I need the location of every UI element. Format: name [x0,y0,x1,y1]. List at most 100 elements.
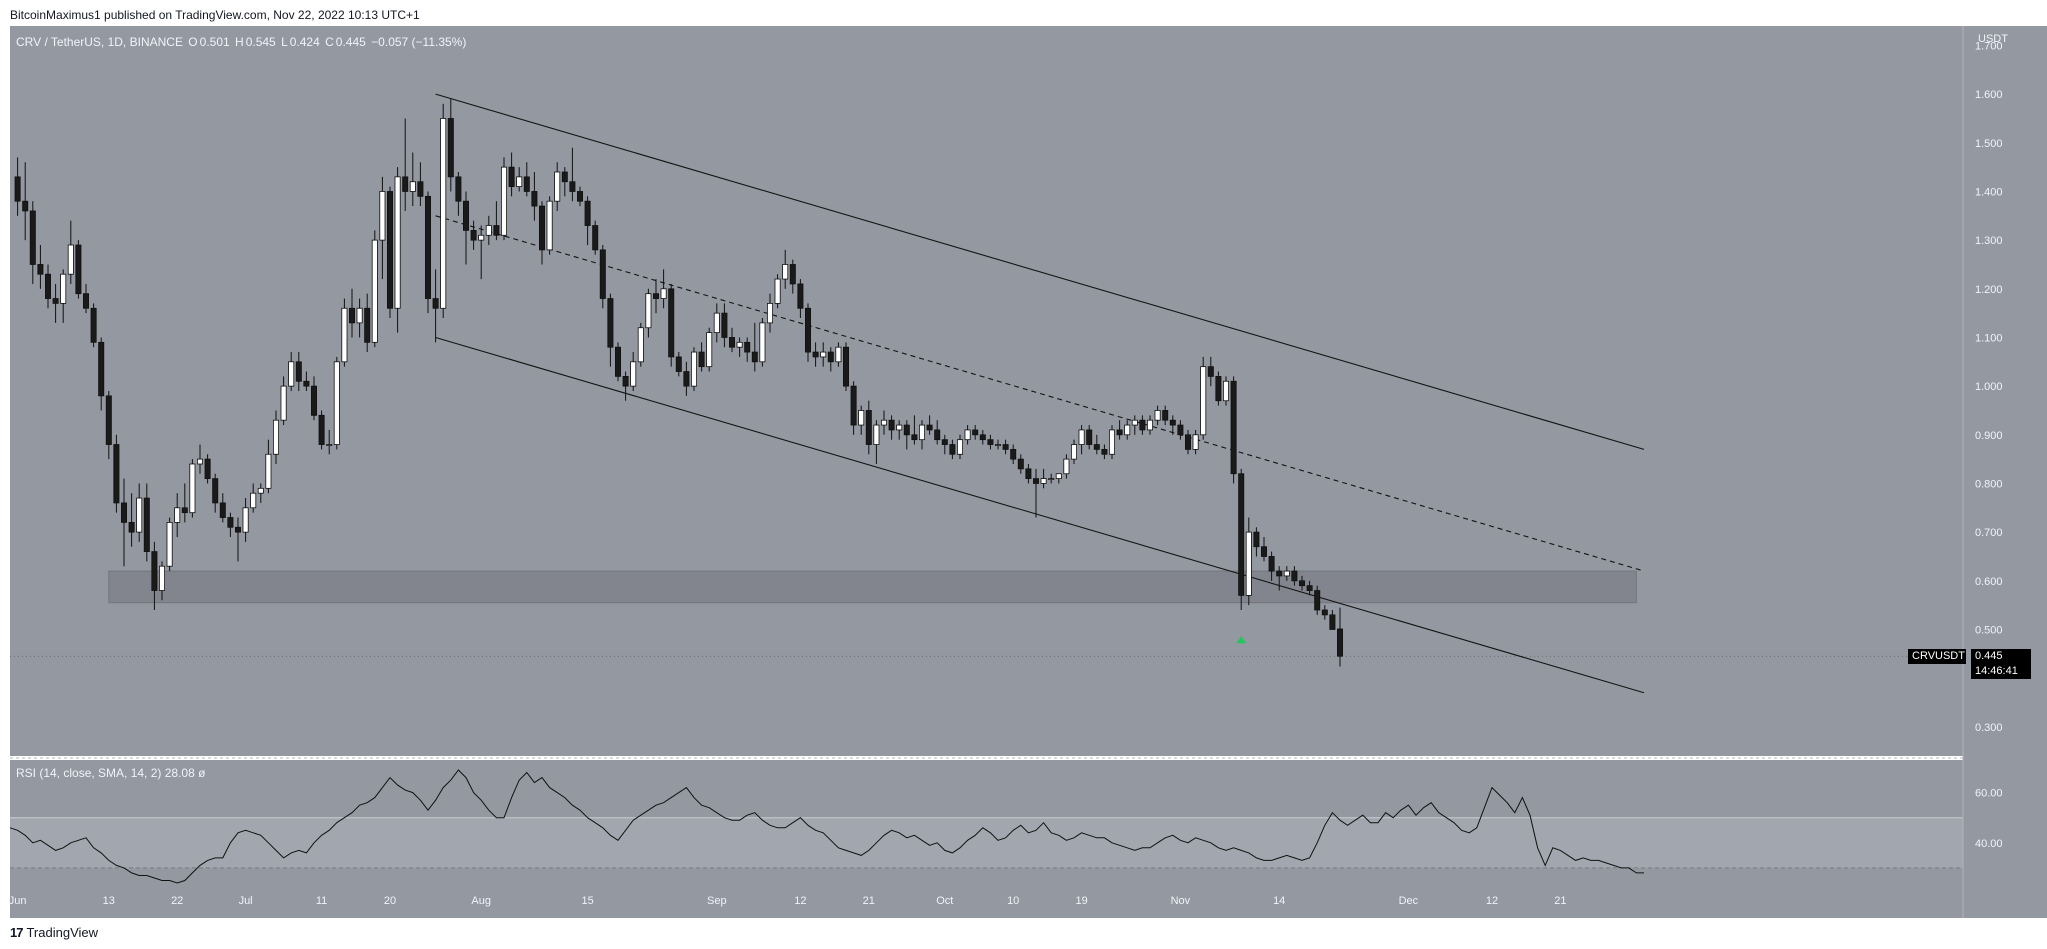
candle-body [1268,556,1275,572]
candle-body [516,176,523,188]
candle-body [584,200,591,226]
candle-body [303,380,310,387]
candle-body [493,225,500,236]
candle-body [409,181,416,192]
candle-body [805,307,812,353]
candle-body [1154,410,1161,421]
candle-body [341,307,348,363]
candle-body [1314,590,1321,611]
candle-body [105,395,112,445]
tradingview-logo[interactable]: 17 TradingView [10,925,98,940]
candle-body [911,434,918,441]
candle-body [98,341,105,397]
bottom-bar [0,918,2047,949]
time-tick-label: Dec [1399,895,1419,907]
candle-body [1063,458,1070,475]
candle-body [873,424,880,445]
candle-body [577,191,584,202]
candle-body [90,307,97,343]
candle-body [1010,448,1017,460]
price-tag-price: 0.445 [1975,650,2003,663]
high-label: H [235,35,244,49]
candle-body [485,225,492,236]
candle-body [531,191,538,207]
high-value: 0.545 [245,35,276,49]
candle-body [1238,473,1245,596]
candle-body [622,375,629,387]
candle-body [668,288,675,358]
candle-body [1093,444,1100,450]
candle-body [364,307,371,343]
candle-body [843,346,850,387]
candle-body [546,200,553,251]
candle-body [1040,478,1047,484]
candle-body [1283,570,1290,577]
candle-body [523,176,530,192]
candle-body [128,522,135,533]
low-label: L [281,35,288,49]
candle-body [934,429,941,441]
candle-body [234,526,241,533]
candle-body [1169,419,1176,426]
support-zone [108,570,1637,604]
candle-body [318,414,325,445]
candle-body [774,278,781,304]
candle-body [500,166,507,236]
top-bar [0,0,2047,26]
candle-body [1177,424,1184,436]
candle-body [896,424,903,431]
candle-body [736,341,743,348]
rsi-tick-label: 60.00 [1975,788,2003,800]
candle-body [645,293,652,329]
candle-body [691,351,698,387]
open-value: 0.501 [199,35,230,49]
candle-body [508,166,515,187]
candle-body [356,307,363,324]
candle-body [1131,419,1138,426]
candle-body [219,502,226,518]
price-tick-label: 0.700 [1975,527,2003,539]
candle-body [561,171,568,183]
rsi-extra: ø [198,766,206,780]
candle-body [767,302,774,324]
candle-body [1124,424,1131,436]
candle-body [295,361,302,382]
time-tick-label: 21 [1554,895,1566,907]
time-tick-label: 19 [1075,895,1087,907]
time-axis [10,888,2047,918]
candle-body [151,551,158,591]
candle-body [386,191,393,309]
candle-body [250,492,257,509]
candle-body [1147,419,1154,431]
candle-body [1215,375,1222,402]
candle-body [1329,614,1336,630]
candle-body [1253,531,1260,548]
candle-body [721,312,728,338]
candle-body [462,200,469,231]
candle-body [22,200,29,212]
candle-body [592,225,599,251]
candle-body [83,293,90,309]
price-tick-label: 1.200 [1975,284,2003,296]
close-value: 0.445 [335,35,366,49]
candle-body [265,453,272,489]
candle-body [371,239,378,343]
candle-body [637,327,644,363]
tradingview-brand: TradingView [26,925,99,940]
candle-body [797,283,804,309]
candle-body [1321,609,1328,616]
publisher-line: BitcoinMaximus1 published on TradingView… [10,8,420,22]
candle-body [1116,429,1123,436]
rsi-label[interactable]: RSI (14, close, SMA, 14, 2) [16,766,162,780]
price-tick-label: 0.500 [1975,624,2003,636]
candle-body [1299,580,1306,587]
change-value: −0.057 (−11.35%) [371,35,467,49]
tradingview-logo-icon: 17 [10,925,24,940]
candle-body [45,273,52,299]
symbol-pair[interactable]: CRV / TetherUS, 1D, BINANCE [16,35,183,49]
candle-body [143,497,150,553]
candle-body [675,356,682,372]
rsi-header: RSI (14, close, SMA, 14, 2) 28.08 ø [16,766,205,780]
candle-body [881,419,888,426]
